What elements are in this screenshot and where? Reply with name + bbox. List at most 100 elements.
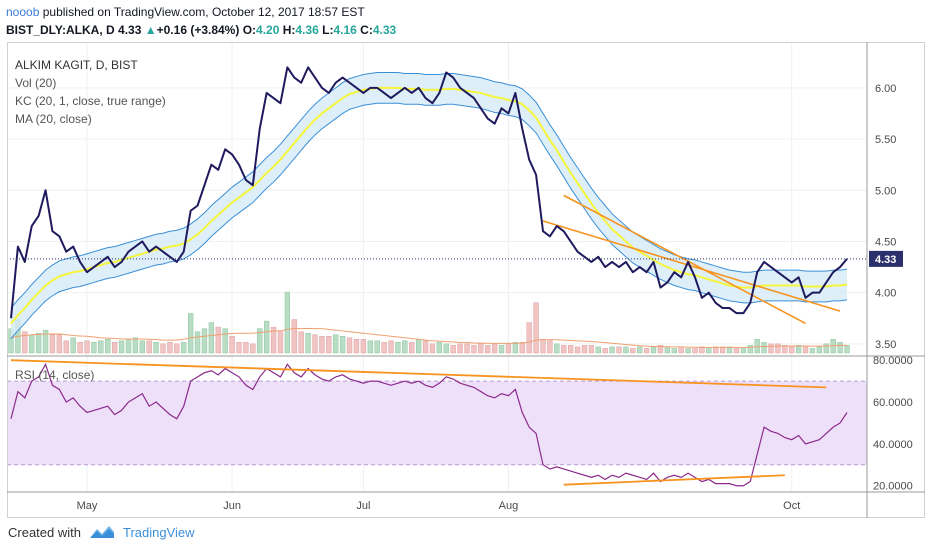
rsi-legend: RSI (14, close) xyxy=(15,368,95,382)
volume-bar xyxy=(623,346,629,354)
volume-bar xyxy=(319,336,325,354)
volume-bar xyxy=(706,348,712,354)
price-chart[interactable]: 3.50 4.00 4.50 5.00 5.50 6.00 May Jun Jul Aug Oct 4… xyxy=(7,42,925,518)
volume-bar xyxy=(471,345,477,354)
rsi-trendline xyxy=(563,474,785,486)
volume-bar xyxy=(671,348,677,354)
last-price-tag xyxy=(869,250,903,267)
volume-bar xyxy=(105,339,111,354)
volume-bar xyxy=(588,345,595,354)
legend-kc: KC (20, 1, close, true range) xyxy=(15,94,166,108)
month-tick-label: Jun xyxy=(223,500,241,512)
rsi-tick-label: 40.0000 xyxy=(873,439,913,451)
price-trendline xyxy=(563,194,806,325)
volume-bar xyxy=(160,343,166,354)
volume-bar xyxy=(775,343,781,354)
volume-bar xyxy=(795,345,802,354)
volume-bar xyxy=(567,345,574,354)
high-label: H: xyxy=(282,23,296,37)
volume-bar xyxy=(35,332,42,354)
price-tick-label: 5.00 xyxy=(875,185,896,197)
rsi-line xyxy=(10,362,848,487)
volume-bar xyxy=(643,348,650,354)
volume-bar xyxy=(250,343,256,354)
volume-bar xyxy=(650,346,657,354)
volume-bar xyxy=(29,334,35,354)
volume-bar xyxy=(581,345,588,354)
volume-bar xyxy=(844,345,850,354)
volume-bar xyxy=(740,348,747,354)
keltner-upper xyxy=(10,71,848,309)
volume-bar xyxy=(277,331,284,354)
publish-info: nooob published on TradingView.com, Octo… xyxy=(6,5,365,19)
volume-bar xyxy=(512,342,519,354)
main-pane xyxy=(7,42,867,492)
volume-bar xyxy=(125,339,132,354)
volume-bar xyxy=(574,346,581,354)
price-line xyxy=(10,66,848,319)
open-value: 4.20 xyxy=(256,23,280,37)
volume-bar xyxy=(367,340,373,354)
volume-bar xyxy=(526,322,532,354)
volume-bar xyxy=(70,337,76,354)
symbol-name: BIST_DLY:ALKA, D xyxy=(6,23,115,37)
volume-bar xyxy=(464,343,470,354)
price-tick-label: 5.50 xyxy=(875,134,896,146)
last-price-tag-label: 4.33 xyxy=(875,254,896,266)
volume-bar xyxy=(685,348,691,354)
volume-bar xyxy=(291,319,297,354)
volume-bar xyxy=(360,339,367,354)
volume-bar xyxy=(692,348,698,354)
volume-bar xyxy=(547,340,553,354)
volume-bar xyxy=(84,340,90,354)
volume-bar xyxy=(630,348,636,354)
volume-bar xyxy=(595,346,601,354)
volume-bar xyxy=(139,340,145,354)
volume-bar xyxy=(443,343,449,354)
volume-bar xyxy=(609,346,615,354)
volume-bar xyxy=(236,342,242,354)
volume-bar xyxy=(270,326,277,354)
volume-bar xyxy=(132,337,139,354)
volume-ma-line xyxy=(10,327,847,348)
volume-bar xyxy=(478,343,484,354)
low-value: 4.16 xyxy=(333,23,357,37)
axes: 3.50 4.00 4.50 5.00 5.50 6.00 May Jun Jul Aug Oct 4… xyxy=(7,42,925,518)
volume-bar xyxy=(312,334,318,354)
volume-bar xyxy=(505,343,512,354)
price-tick-label: 4.00 xyxy=(875,288,896,300)
volume-bar xyxy=(339,336,346,354)
volume-bar xyxy=(747,345,753,354)
up-arrow-icon: ▲ xyxy=(144,23,157,37)
volume-bar xyxy=(146,340,152,354)
volume-bar xyxy=(409,342,415,354)
volume-bar xyxy=(63,340,69,354)
volume-bar xyxy=(243,342,249,354)
footer: Created with TradingView xyxy=(8,524,195,540)
volume-bar xyxy=(664,346,671,354)
volume-bar xyxy=(42,329,49,354)
volume-bar xyxy=(298,331,304,354)
rsi-tick-label: 80.0000 xyxy=(873,355,913,367)
volume-bar xyxy=(554,343,560,354)
rsi-trendline xyxy=(10,359,827,389)
volume-bar xyxy=(802,346,809,354)
volume-bar xyxy=(498,345,505,354)
volume-bar xyxy=(77,342,83,354)
volume-bar xyxy=(602,348,608,354)
created-with-text: Created with xyxy=(8,524,81,540)
legend-ma: MA (20, close) xyxy=(15,112,92,126)
tradingview-brand[interactable]: TradingView xyxy=(122,524,195,540)
low-label: L: xyxy=(322,23,334,37)
volume-bar xyxy=(98,340,104,354)
volume-bar xyxy=(809,348,816,354)
legend-vol: Vol (20) xyxy=(15,76,57,90)
volume-bar xyxy=(346,337,353,354)
legend-title: ALKIM KAGIT, D, BIST xyxy=(15,58,138,72)
rsi-pane xyxy=(7,359,867,487)
volume-bar xyxy=(678,346,684,354)
volume-bar xyxy=(174,343,180,354)
publisher-username[interactable]: nooob xyxy=(6,5,40,19)
volume-bar xyxy=(429,343,436,354)
volume-bar xyxy=(816,346,823,354)
